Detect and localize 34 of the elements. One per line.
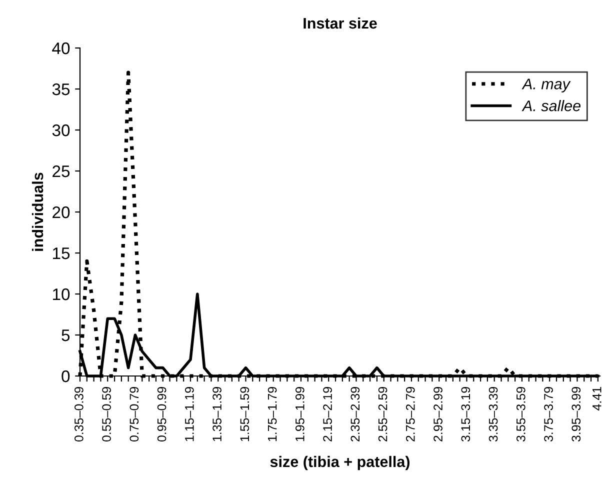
x-tick-label: 1.15–1.19 bbox=[184, 387, 194, 442]
x-tick-label: 2.95–2.99 bbox=[434, 387, 442, 442]
x-tick-label: 0.35–0.39 bbox=[74, 387, 84, 442]
x-tick-label: 1.55–1.59 bbox=[240, 387, 250, 442]
x-tick-label: 2.15–2.19 bbox=[323, 387, 332, 442]
x-tick-label: 1.95–1.99 bbox=[295, 387, 304, 442]
y-tick-label: 0 bbox=[62, 370, 70, 382]
y-tick-label: 25 bbox=[52, 165, 70, 178]
y-axis-title: individuals bbox=[32, 172, 44, 251]
x-tick-label: 3.95–3.99 bbox=[572, 387, 581, 442]
x-tick-label: 3.15–3.19 bbox=[461, 387, 470, 442]
x-tick-label: 0.95–0.99 bbox=[157, 387, 166, 442]
x-tick-label: 2.55–2.59 bbox=[378, 387, 388, 442]
y-tick-label: 35 bbox=[52, 83, 70, 96]
x-tick-label: 3.75–3.79 bbox=[544, 387, 553, 442]
chart-title: Instar size bbox=[304, 17, 377, 29]
legend-label: A. may bbox=[522, 78, 571, 92]
x-tick-label: 3.55–3.59 bbox=[516, 387, 526, 442]
legend-label: A. sallee bbox=[522, 100, 580, 112]
x-tick-label: 0.55–0.59 bbox=[102, 387, 111, 442]
x-tick-label: 0.75–0.79 bbox=[130, 387, 139, 442]
x-tick-label: 4.41 bbox=[592, 387, 602, 410]
x-tick-label: 2.35–2.39 bbox=[350, 387, 360, 442]
y-tick-label: 30 bbox=[52, 124, 70, 136]
y-tick-label: 10 bbox=[53, 288, 70, 300]
x-axis-title: size (tibia + patella) bbox=[270, 456, 410, 470]
x-tick-label: 1.35–1.39 bbox=[212, 387, 222, 442]
y-tick-label: 5 bbox=[62, 330, 70, 342]
x-tick-label: 3.35–3.39 bbox=[488, 387, 498, 442]
x-tick-label: 1.75–1.79 bbox=[268, 387, 277, 442]
y-tick-label: 20 bbox=[52, 206, 70, 218]
x-tick-label: 2.75–2.79 bbox=[406, 387, 415, 442]
y-tick-label: 15 bbox=[53, 248, 70, 260]
y-tick-label: 40 bbox=[52, 42, 70, 54]
